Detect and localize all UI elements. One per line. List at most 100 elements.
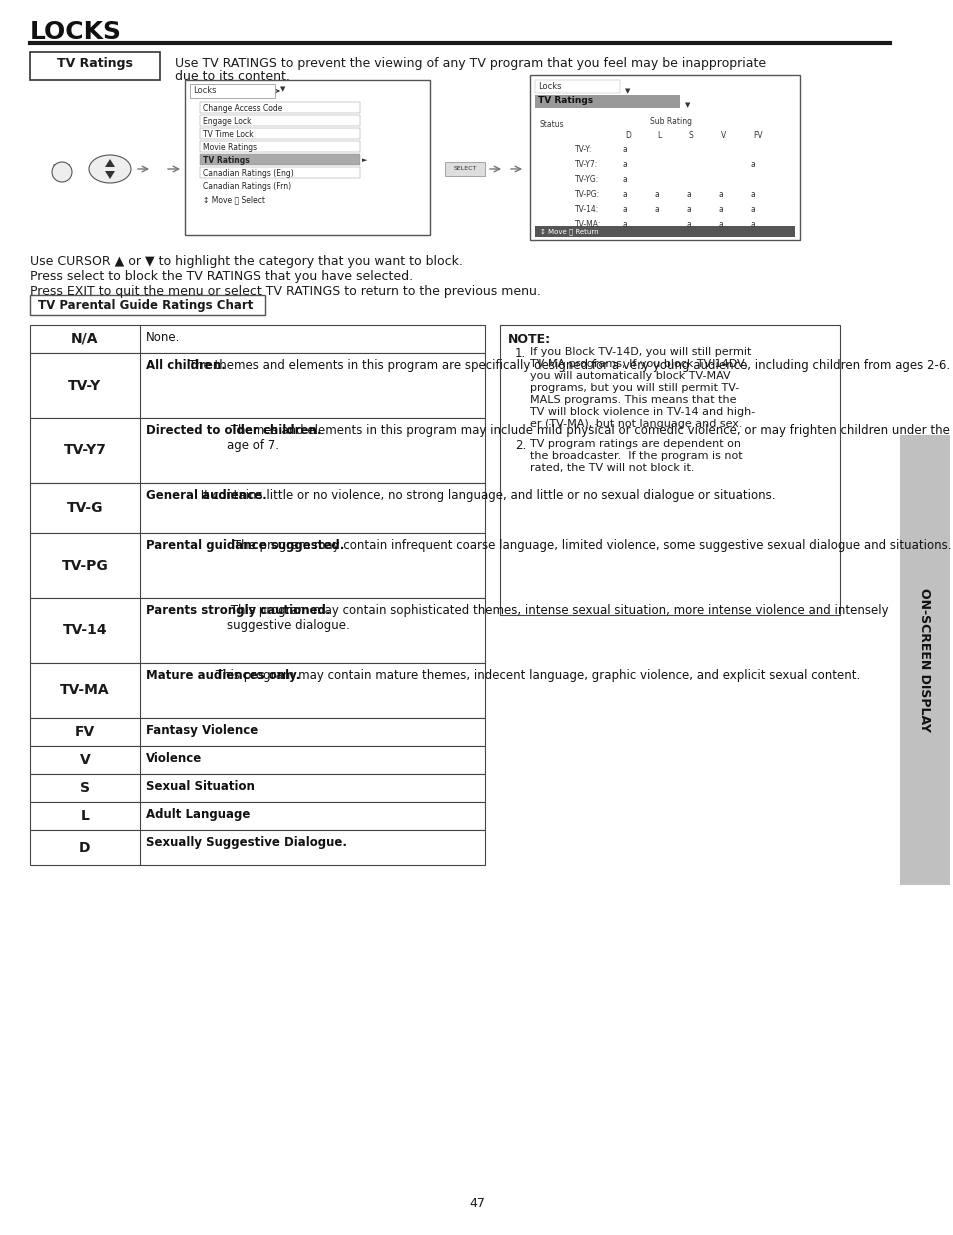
Text: TV-Y:: TV-Y: xyxy=(575,144,592,154)
Text: a: a xyxy=(750,161,755,169)
Text: The themes and elements in this program are specifically designed for a very you: The themes and elements in this program … xyxy=(185,359,949,372)
Text: a: a xyxy=(750,190,755,199)
FancyBboxPatch shape xyxy=(535,80,619,93)
Text: TV-Y: TV-Y xyxy=(69,378,102,393)
FancyBboxPatch shape xyxy=(30,746,484,774)
Text: a: a xyxy=(655,190,659,199)
Text: Fantasy Violence: Fantasy Violence xyxy=(146,724,258,737)
Circle shape xyxy=(52,162,71,182)
Text: a: a xyxy=(622,190,627,199)
Text: Parental guidance suggested.: Parental guidance suggested. xyxy=(146,538,344,552)
Text: V: V xyxy=(79,753,91,767)
Text: a: a xyxy=(622,220,627,228)
Text: programs, but you will still permit TV-: programs, but you will still permit TV- xyxy=(530,383,739,393)
Text: a: a xyxy=(622,175,627,184)
FancyBboxPatch shape xyxy=(30,534,484,598)
Text: Themes and elements in this program may include mild physical or comedic violenc: Themes and elements in this program may … xyxy=(227,424,949,452)
Text: Violence: Violence xyxy=(146,752,202,764)
Text: None.: None. xyxy=(146,331,180,345)
Text: TV Parental Guide Ratings Chart: TV Parental Guide Ratings Chart xyxy=(38,299,253,311)
Text: Sexual Situation: Sexual Situation xyxy=(146,781,254,793)
Text: D: D xyxy=(624,131,630,140)
Text: This program may contain sophisticated themes, intense sexual situation, more in: This program may contain sophisticated t… xyxy=(227,604,888,632)
FancyBboxPatch shape xyxy=(535,95,679,107)
Text: Press select to block the TV RATINGS that you have selected.: Press select to block the TV RATINGS tha… xyxy=(30,270,413,283)
FancyBboxPatch shape xyxy=(499,325,840,615)
Text: Locks: Locks xyxy=(537,82,561,91)
FancyBboxPatch shape xyxy=(899,435,949,885)
Text: Use TV RATINGS to prevent the viewing of any TV program that you feel may be ina: Use TV RATINGS to prevent the viewing of… xyxy=(174,57,765,69)
Text: Locks: Locks xyxy=(193,86,216,95)
Text: a: a xyxy=(655,205,659,214)
FancyBboxPatch shape xyxy=(30,52,160,80)
Text: Status: Status xyxy=(539,120,564,128)
Text: TV-Y7: TV-Y7 xyxy=(64,443,107,457)
FancyBboxPatch shape xyxy=(30,325,484,353)
Text: TV MA programs; If you block TV-14DV,: TV MA programs; If you block TV-14DV, xyxy=(530,359,747,369)
Text: a: a xyxy=(719,190,723,199)
Text: Canadian Ratings (Eng): Canadian Ratings (Eng) xyxy=(203,169,294,178)
FancyBboxPatch shape xyxy=(530,75,800,240)
Text: you will automatically block TV-MAV: you will automatically block TV-MAV xyxy=(530,370,730,382)
FancyBboxPatch shape xyxy=(30,483,484,534)
Text: a: a xyxy=(622,144,627,154)
Text: TV-14:: TV-14: xyxy=(575,205,598,214)
FancyBboxPatch shape xyxy=(30,663,484,718)
Text: TV-YG:: TV-YG: xyxy=(575,175,598,184)
Text: TV Ratings: TV Ratings xyxy=(203,156,250,165)
Text: a: a xyxy=(686,205,691,214)
Text: a: a xyxy=(750,205,755,214)
Text: The program may contain infrequent coarse language, limited violence, some sugge: The program may contain infrequent coars… xyxy=(230,538,951,552)
Text: Press EXIT to quit the menu or select TV RATINGS to return to the previous menu.: Press EXIT to quit the menu or select TV… xyxy=(30,285,540,298)
Text: a: a xyxy=(622,205,627,214)
Text: Change Access Code: Change Access Code xyxy=(203,104,282,112)
Polygon shape xyxy=(105,159,115,167)
Text: Movie Ratings: Movie Ratings xyxy=(203,143,257,152)
Ellipse shape xyxy=(89,156,131,183)
Text: TV Ratings: TV Ratings xyxy=(537,96,593,105)
Text: a: a xyxy=(686,190,691,199)
Text: TV-14: TV-14 xyxy=(63,624,107,637)
Text: ↕ Move Ⓜ Return: ↕ Move Ⓜ Return xyxy=(539,228,598,236)
FancyBboxPatch shape xyxy=(200,103,359,112)
Text: ▼: ▼ xyxy=(684,103,690,107)
Text: S: S xyxy=(80,781,90,795)
FancyBboxPatch shape xyxy=(30,417,484,483)
Text: NOTE:: NOTE: xyxy=(507,333,551,346)
FancyBboxPatch shape xyxy=(30,718,484,746)
Text: er (TV-MA), but not language and sex.: er (TV-MA), but not language and sex. xyxy=(530,419,741,429)
Text: Sub Rating: Sub Rating xyxy=(649,117,691,126)
Text: the broadcaster.  If the program is not: the broadcaster. If the program is not xyxy=(530,451,741,461)
FancyBboxPatch shape xyxy=(30,353,484,417)
FancyBboxPatch shape xyxy=(200,167,359,178)
FancyBboxPatch shape xyxy=(30,295,265,315)
Text: N/A: N/A xyxy=(71,332,99,346)
Text: V: V xyxy=(720,131,725,140)
Text: ▼: ▼ xyxy=(280,86,285,91)
Text: Mature audiences only.: Mature audiences only. xyxy=(146,669,300,682)
Text: 47: 47 xyxy=(469,1197,484,1210)
FancyBboxPatch shape xyxy=(535,226,794,237)
FancyBboxPatch shape xyxy=(200,154,359,165)
Text: Sexually Suggestive Dialogue.: Sexually Suggestive Dialogue. xyxy=(146,836,347,848)
Text: Canadian Ratings (Frn): Canadian Ratings (Frn) xyxy=(203,182,291,191)
Text: Use CURSOR ▲ or ▼ to highlight the category that you want to block.: Use CURSOR ▲ or ▼ to highlight the categ… xyxy=(30,254,462,268)
FancyBboxPatch shape xyxy=(30,598,484,663)
FancyBboxPatch shape xyxy=(444,162,484,177)
Text: All children.: All children. xyxy=(146,359,226,372)
Text: TV Ratings: TV Ratings xyxy=(57,58,132,70)
Text: ►: ► xyxy=(361,157,367,163)
FancyBboxPatch shape xyxy=(200,141,359,152)
Text: If you Block TV-14D, you will still permit: If you Block TV-14D, you will still perm… xyxy=(530,347,751,357)
FancyBboxPatch shape xyxy=(190,84,274,98)
Polygon shape xyxy=(105,170,115,179)
Text: FV: FV xyxy=(752,131,761,140)
Text: TV-MA: TV-MA xyxy=(60,683,110,698)
Text: It contains little or no violence, no strong language, and little or no sexual d: It contains little or no violence, no st… xyxy=(197,489,775,501)
Text: Engage Lock: Engage Lock xyxy=(203,117,252,126)
Text: LOCKS: LOCKS xyxy=(30,20,122,44)
Text: TV program ratings are dependent on: TV program ratings are dependent on xyxy=(530,438,740,450)
Text: TV-MA:: TV-MA: xyxy=(575,220,600,228)
Text: MALS programs. This means that the: MALS programs. This means that the xyxy=(530,395,736,405)
Text: This program may contain mature themes, indecent language, graphic violence, and: This program may contain mature themes, … xyxy=(212,669,860,682)
